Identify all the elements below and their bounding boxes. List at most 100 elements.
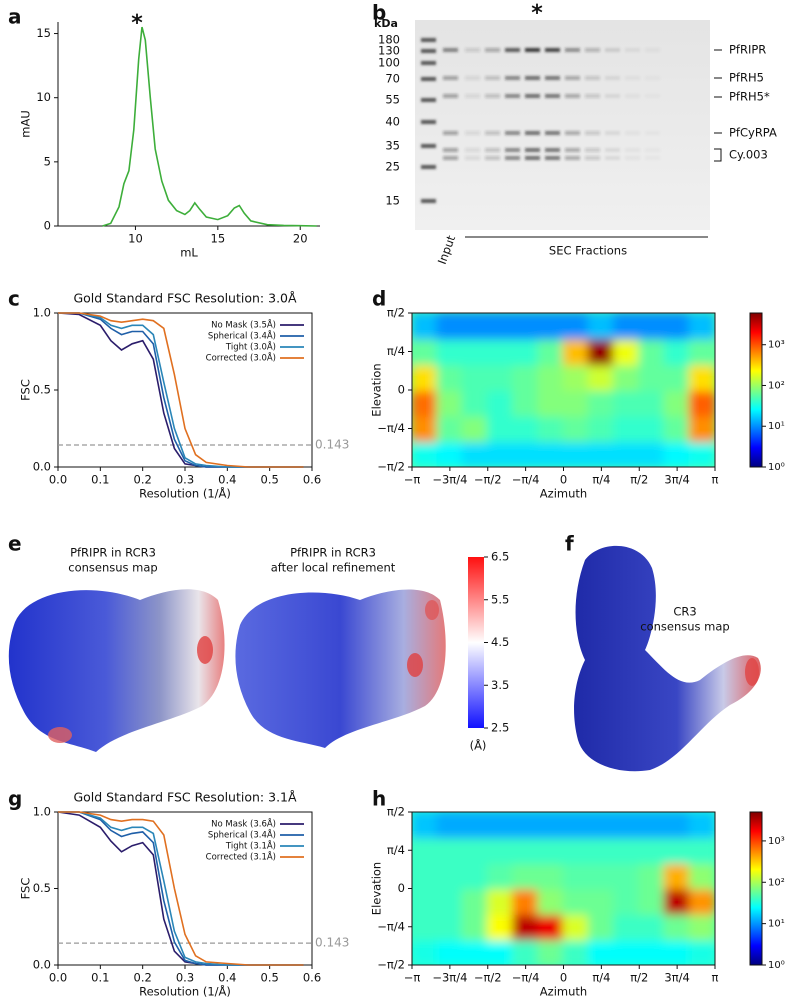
colorbar-tick-label: 6.5 [491,550,509,564]
marker-label: 70 [385,72,400,86]
heatmap-cell [412,913,439,941]
heatmap-cell [512,440,540,467]
x-tick-label: 0.3 [176,473,194,487]
heatmap-cell [562,887,590,915]
heatmap-cell [436,913,464,941]
gel-band [465,148,480,152]
map-left [8,589,225,752]
gel-band [505,131,520,135]
heatmap-cell [613,440,641,467]
heatmap-cell [688,414,715,443]
gel-band [505,94,520,98]
y-tick-label: 1.0 [33,306,51,320]
heatmap-cell [436,389,464,417]
heatmap-cell [638,389,666,417]
y-tick-label: 0.5 [33,881,51,895]
gel-band [605,148,620,152]
x-tick-label: 0.5 [261,971,279,985]
heatmap-cell [688,313,715,340]
heatmap-cell [587,887,615,915]
heatmap-cell [587,440,615,467]
map-patch [197,636,213,664]
gel-band [505,48,520,52]
marker-label: 40 [385,115,400,129]
x-tick-label: 0.0 [49,473,67,487]
x-tick-label: π/2 [630,971,648,985]
colorbar-tick-label: 10¹ [768,421,785,432]
map-patch [745,658,759,686]
heatmap-cell [562,938,590,965]
gel-band [525,48,540,52]
gel-band [465,48,480,52]
protein-label: PfRH5 [729,71,764,85]
series-line [58,811,304,966]
series-line [102,26,317,227]
panel-label: g [8,787,22,811]
gel-band [565,76,580,80]
gel-band [585,156,600,160]
heatmap-cell [537,812,565,839]
heatmap-cell [613,337,641,366]
heatmap-cell [613,862,641,890]
heatmap-cell [638,938,666,965]
gel-band [443,131,458,135]
heatmap-cell [587,938,615,965]
gel-band [545,131,560,135]
gel-band [645,156,660,160]
heatmap-cell [412,363,439,391]
y-tick-label: −π/4 [377,919,405,933]
y-axis-label: mAU [19,110,33,138]
gel-band [421,61,436,65]
heatmap-cell [436,812,464,839]
x-tick-label: −π [404,473,421,487]
heatmap-cell [638,913,666,941]
x-tick-label: 0.5 [261,473,279,487]
y-tick-label: 1.0 [33,805,51,819]
resolution-colorbar [468,557,484,728]
heatmap-cell [613,836,641,864]
gel-band [525,76,540,80]
map-title: PfRIPR in RCR3 [290,546,376,560]
gel-band [525,94,540,98]
heatmap-cell [412,887,439,915]
gel-band [625,148,640,152]
heatmap-cell [436,887,464,915]
y-tick-label: −π/4 [377,421,405,435]
heatmap-cell [688,887,715,915]
x-tick-label: 15 [211,232,226,246]
gel-band [525,148,540,152]
heatmap-cell [512,887,540,915]
heatmap-cell [537,313,565,340]
heatmap-cell [562,389,590,417]
heatmap-cell [461,913,489,941]
gel-band [421,49,436,53]
heatmap-cell [638,862,666,890]
y-tick-label: 0.5 [33,383,51,397]
gel-band [645,76,660,80]
fractions-label: SEC Fractions [549,244,627,258]
heatmap-cell [562,440,590,467]
heatmap-cell [638,337,666,366]
heatmap-cell [512,862,540,890]
heatmap-cell [537,938,565,965]
x-tick-label: π/4 [592,971,610,985]
colorbar [749,312,763,468]
gel-band [625,131,640,135]
x-tick-label: 0.1 [91,473,109,487]
heatmap-cell [537,913,565,941]
heatmap-cell [461,414,489,443]
gel-band [443,148,458,152]
heatmap-cell [688,812,715,839]
x-tick-label: 0.1 [91,971,109,985]
gel-band [545,156,560,160]
gel-band [443,76,458,80]
x-tick-label: −π/4 [512,473,540,487]
gel-band [625,76,640,80]
legend-label: Corrected (3.0Å) [206,352,276,364]
marker-label: 15 [385,194,400,208]
map-title: CR3 [673,605,696,619]
heatmap-cell [587,913,615,941]
gel-band [505,156,520,160]
heatmap-cell [512,812,540,839]
